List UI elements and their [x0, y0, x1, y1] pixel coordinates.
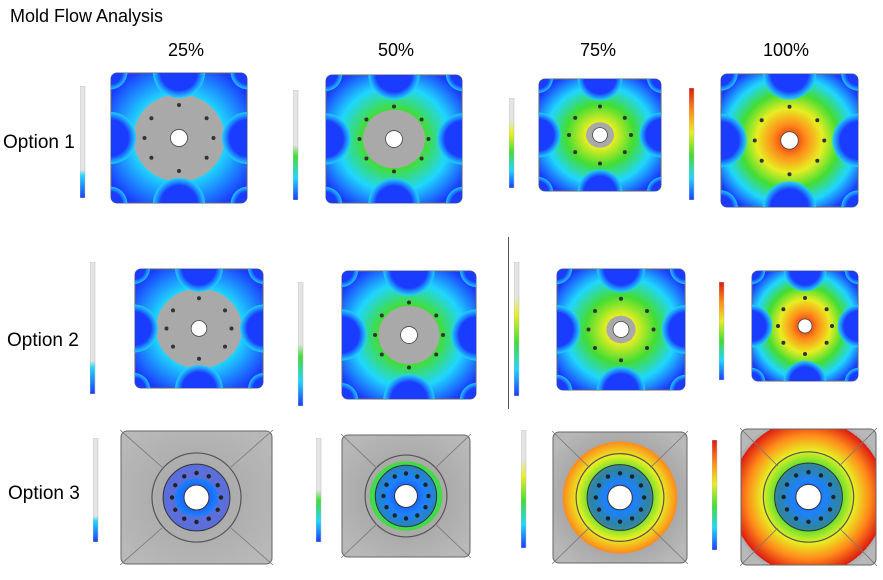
flow-panel-option-2-25	[134, 268, 264, 389]
row-label-option-3: Option 3	[8, 483, 80, 504]
color-legend-option-3-100	[712, 440, 718, 550]
column-header-100: 100%	[762, 40, 810, 60]
color-legend-option-1-100	[689, 88, 695, 200]
flow-panel-option-3-50	[341, 434, 471, 558]
color-legend-option-1-50	[293, 90, 299, 200]
color-legend-option-2-25	[90, 262, 96, 394]
color-legend-option-2-75	[514, 262, 520, 396]
flow-panel-option-3-75	[552, 431, 688, 564]
color-legend-option-3-25	[93, 438, 99, 542]
color-legend-option-3-75	[521, 430, 527, 548]
color-legend-option-1-25	[80, 86, 86, 198]
flow-panel-option-1-50	[325, 74, 463, 204]
color-legend-option-1-75	[509, 98, 515, 188]
color-legend-option-2-50	[298, 282, 304, 406]
flow-panel-option-3-100	[740, 428, 877, 566]
row-label-option-1: Option 1	[3, 132, 75, 153]
flow-panel-option-1-75	[538, 78, 662, 192]
flow-panel-option-2-50	[341, 270, 477, 400]
flow-panel-option-3-25	[120, 430, 273, 565]
flow-panel-option-2-75	[556, 268, 686, 391]
flow-panel-option-1-25	[110, 72, 248, 204]
page-title: Mold Flow Analysis	[10, 6, 164, 26]
color-legend-option-3-50	[316, 438, 322, 542]
column-header-75: 75%	[579, 40, 617, 60]
column-header-25: 25%	[167, 40, 205, 60]
flow-panel-option-1-100	[720, 73, 859, 208]
column-header-50: 50%	[377, 40, 415, 60]
flow-panel-option-2-100	[751, 270, 859, 382]
panel-separator	[508, 237, 509, 409]
row-label-option-2: Option 2	[7, 330, 79, 351]
color-legend-option-2-100	[719, 282, 725, 380]
